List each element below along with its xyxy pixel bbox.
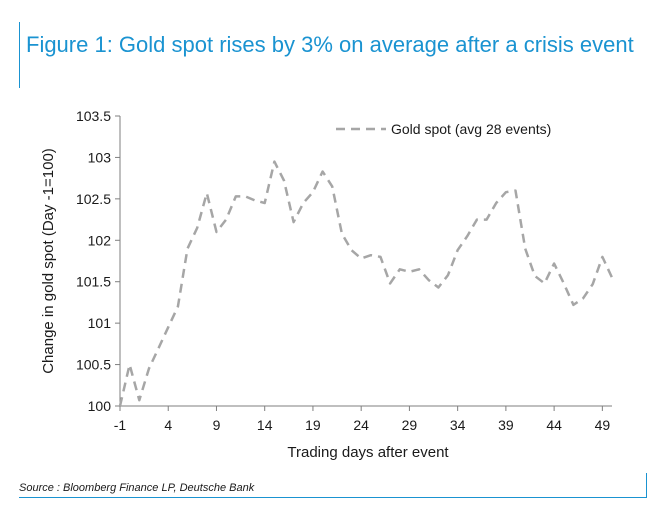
- x-axis: -1 4 9 14 19 24 29 34 39 44 49: [114, 405, 612, 433]
- x-axis-label: Trading days after event: [287, 444, 449, 461]
- footer-rule: [19, 497, 646, 498]
- y-tick-label: 101.5: [76, 274, 111, 290]
- y-tick-label: 102.5: [76, 191, 111, 207]
- y-axis-label: Change in gold spot (Day -1=100): [40, 148, 57, 374]
- x-tick-label: 44: [546, 417, 562, 433]
- x-tick-label: 34: [450, 417, 466, 433]
- x-tick-label: 39: [498, 417, 514, 433]
- x-tick-label: 14: [257, 417, 273, 433]
- source-note: Source : Bloomberg Finance LP, Deutsche …: [19, 482, 255, 494]
- footer-rule-end: [646, 473, 647, 498]
- x-tick-label: 29: [402, 417, 418, 433]
- y-tick-label: 101: [88, 315, 112, 331]
- legend: Gold spot (avg 28 events): [336, 121, 551, 137]
- y-tick-label: 100: [88, 398, 112, 414]
- figure-title: Figure 1: Gold spot rises by 3% on avera…: [26, 32, 634, 57]
- series-line-gold-spot: [118, 160, 614, 407]
- y-tick-label: 103.5: [76, 108, 111, 124]
- y-axis: 100 100.5 101 101.5 102 102.5 103 103.5: [76, 108, 121, 414]
- x-tick-label: 19: [305, 417, 321, 433]
- y-tick-label: 102: [88, 232, 112, 248]
- title-accent-rule: [19, 22, 20, 88]
- legend-label: Gold spot (avg 28 events): [391, 121, 551, 137]
- x-tick-label: 9: [213, 417, 221, 433]
- y-tick-label: 103: [88, 149, 112, 165]
- x-tick-label: 49: [595, 417, 611, 433]
- series-layer: [118, 160, 614, 407]
- x-tick-label: -1: [114, 417, 127, 433]
- x-tick-label: 4: [164, 417, 172, 433]
- x-tick-label: 24: [353, 417, 369, 433]
- y-tick-label: 100.5: [76, 357, 111, 373]
